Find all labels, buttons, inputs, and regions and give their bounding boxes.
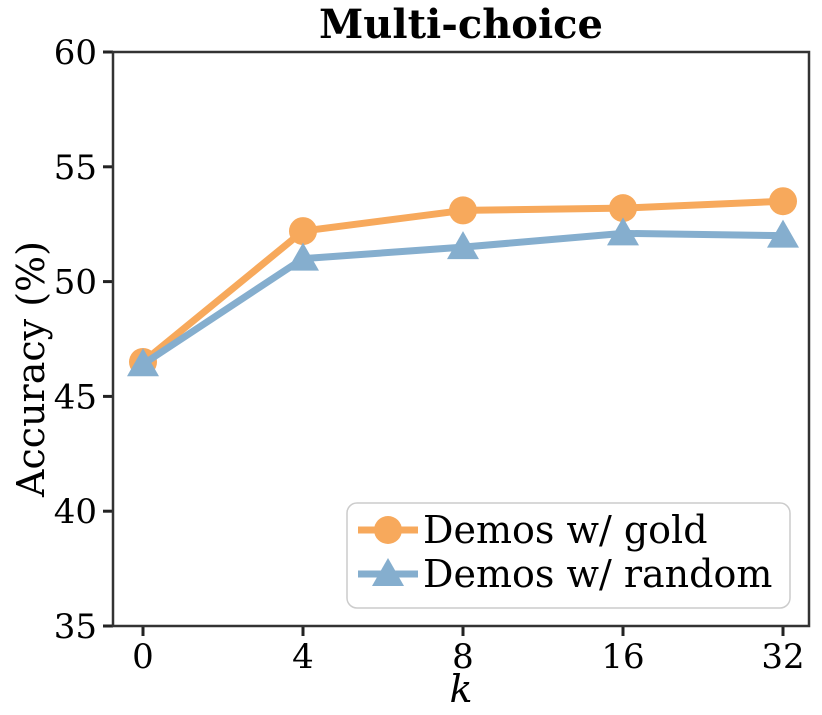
chart-title: Multi-choice <box>319 1 603 48</box>
series-point-marker-triangle <box>287 242 319 271</box>
y-tick-label: 50 <box>54 263 97 303</box>
series-point-marker-circle <box>609 194 637 223</box>
legend-marker-triangle <box>372 558 404 586</box>
legend-entry: Demos w/ random <box>358 552 772 596</box>
plot-spines <box>111 50 811 628</box>
series-point-marker-circle <box>289 217 317 246</box>
legend-box <box>346 502 791 609</box>
legend-marker-circle <box>374 516 402 544</box>
plot-area: 35 40 45 50 55 60 0 4 8 16 32 <box>54 33 811 677</box>
x-tick-label: 8 <box>452 637 474 677</box>
series-line <box>139 197 787 366</box>
x-tick-label: 16 <box>601 637 644 677</box>
series-point-marker-triangle <box>127 348 159 377</box>
x-tick-label: 4 <box>292 637 314 677</box>
x-tick-label: 32 <box>761 637 804 677</box>
y-axis-label: Accuracy (%) <box>9 241 53 498</box>
y-tick-label: 35 <box>54 607 97 647</box>
legend-entry: Demos w/ gold <box>358 508 708 552</box>
legend-label: Demos w/ gold <box>423 508 708 552</box>
x-tick-label: 0 <box>132 637 154 677</box>
series-point-marker-triangle <box>767 219 799 248</box>
series-point-marker-circle <box>449 196 477 225</box>
series-point-marker-triangle <box>607 217 639 246</box>
y-tick-label: 55 <box>54 148 97 188</box>
y-tick-label: 45 <box>54 377 97 417</box>
x-axis-label: k <box>449 667 472 711</box>
y-tick-label: 40 <box>54 492 97 532</box>
legend-label: Demos w/ random <box>423 552 772 596</box>
y-tick-label: 60 <box>54 33 97 73</box>
series-random <box>127 217 799 377</box>
series-gold <box>129 187 797 376</box>
series-point-marker-circle <box>769 187 797 216</box>
series-point-marker-triangle <box>447 231 479 260</box>
